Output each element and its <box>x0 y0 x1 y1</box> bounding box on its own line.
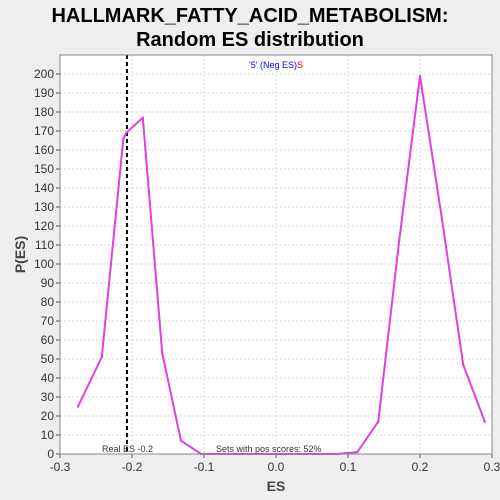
y-tick-label: 110 <box>35 238 54 252</box>
x-tick-label: -0.2 <box>122 460 143 474</box>
legend-s-label: S <box>297 60 303 70</box>
x-tick-label: 0.1 <box>340 460 357 474</box>
y-tick-label: 50 <box>41 352 55 366</box>
data-point <box>419 75 421 77</box>
y-tick-label: 80 <box>41 295 55 309</box>
y-tick-label: 100 <box>34 257 54 271</box>
x-tick-label: 0.0 <box>268 460 285 474</box>
y-tick-label: 40 <box>41 371 55 385</box>
data-point <box>142 117 144 119</box>
y-axis-ticks: 0 10 20 30 40 50 60 70 80 90 100 110 120 130 140 150 160… <box>34 67 60 461</box>
y-tick-label: 0 <box>47 447 54 461</box>
y-tick-label: 170 <box>34 124 54 138</box>
data-point <box>101 356 103 358</box>
y-tick-label: 160 <box>34 143 54 157</box>
y-axis-label: P(ES) <box>12 236 28 273</box>
data-point <box>440 215 442 217</box>
x-tick-label: 0.3 <box>484 460 500 474</box>
real-es-label: Real ES -0.2 <box>102 444 153 454</box>
y-tick-label: 200 <box>34 67 54 81</box>
legend-neg-es-label: '5' (Neg ES) <box>249 60 297 70</box>
y-tick-label: 130 <box>34 200 54 214</box>
data-point <box>180 440 182 442</box>
y-tick-label: 140 <box>34 181 54 195</box>
x-tick-label: -0.1 <box>194 460 215 474</box>
x-tick-label: -0.3 <box>50 460 71 474</box>
data-point <box>377 421 379 423</box>
y-tick-label: 70 <box>41 314 55 328</box>
pos-scores-label: Sets with pos scores: 52% <box>216 444 322 454</box>
plot-area <box>60 55 492 454</box>
data-point <box>77 405 79 407</box>
data-point <box>161 352 163 354</box>
y-tick-label: 90 <box>41 276 55 290</box>
y-tick-label: 150 <box>34 162 54 176</box>
x-axis-ticks: -0.3 -0.2 -0.1 0.0 0.1 0.2 0.3 <box>50 454 500 474</box>
data-point <box>125 132 127 134</box>
data-point <box>484 421 486 423</box>
y-tick-label: 180 <box>34 105 54 119</box>
data-point <box>122 137 124 139</box>
y-tick-label: 190 <box>34 86 54 100</box>
x-axis-label: ES <box>267 478 286 494</box>
data-point <box>356 451 358 453</box>
y-tick-label: 30 <box>41 390 55 404</box>
y-tick-label: 10 <box>41 428 55 442</box>
x-tick-label: 0.2 <box>412 460 429 474</box>
data-point <box>398 240 400 242</box>
legend: '5' (Neg ES)S <box>249 60 303 70</box>
y-tick-label: 120 <box>34 219 54 233</box>
y-tick-label: 20 <box>41 409 55 423</box>
y-tick-label: 60 <box>41 333 55 347</box>
data-point <box>462 364 464 366</box>
